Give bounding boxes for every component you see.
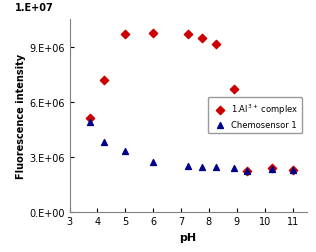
Chemosensor 1 <box>123 149 128 153</box>
1.Al$^{3+}$ complex <box>244 170 249 174</box>
1.Al$^{3+}$ complex <box>232 87 237 91</box>
1.Al$^{3+}$ complex <box>88 117 93 121</box>
Chemosensor 1 <box>232 167 237 171</box>
X-axis label: pH: pH <box>179 232 197 242</box>
1.Al$^{3+}$ complex <box>123 33 128 37</box>
Chemosensor 1 <box>88 120 93 124</box>
Chemosensor 1 <box>151 161 156 165</box>
Chemosensor 1 <box>290 169 295 173</box>
1.Al$^{3+}$ complex <box>102 78 107 82</box>
1.Al$^{3+}$ complex <box>151 32 156 36</box>
1.Al$^{3+}$ complex <box>213 43 218 47</box>
1.Al$^{3+}$ complex <box>290 169 295 173</box>
Text: 1.E+07: 1.E+07 <box>15 3 54 13</box>
Legend: 1.Al$^{3+}$ complex, Chemosensor 1: 1.Al$^{3+}$ complex, Chemosensor 1 <box>208 98 302 134</box>
1.Al$^{3+}$ complex <box>199 37 204 41</box>
Chemosensor 1 <box>244 170 249 174</box>
Chemosensor 1 <box>102 140 107 144</box>
Chemosensor 1 <box>185 164 191 168</box>
1.Al$^{3+}$ complex <box>185 33 191 37</box>
Chemosensor 1 <box>269 168 274 172</box>
Y-axis label: Fluorescence intensity: Fluorescence intensity <box>16 54 26 178</box>
Chemosensor 1 <box>199 165 204 169</box>
1.Al$^{3+}$ complex <box>269 167 274 171</box>
Chemosensor 1 <box>213 165 218 169</box>
